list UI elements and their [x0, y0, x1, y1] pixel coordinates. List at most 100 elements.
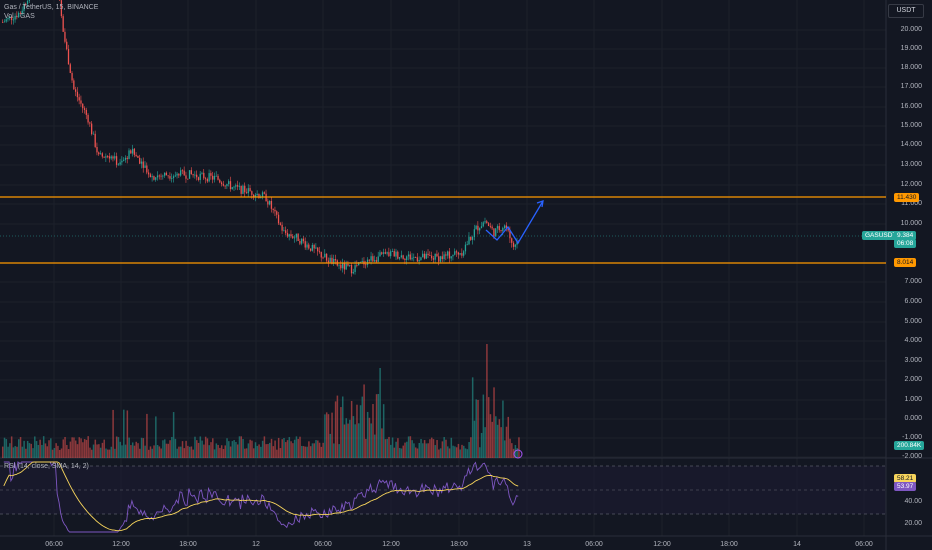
- candle-body: [107, 156, 109, 158]
- volume-bar: [229, 446, 232, 458]
- candle-body: [391, 251, 394, 252]
- volume-bar: [292, 443, 294, 458]
- candle-body: [297, 233, 299, 241]
- candle-body: [468, 236, 470, 245]
- volume-bar: [94, 439, 97, 458]
- volume-bar: [233, 440, 235, 458]
- candle-body: [404, 258, 406, 261]
- candle-body: [12, 19, 14, 21]
- price-axis-label: 4.000: [904, 337, 922, 344]
- time-axis-label: 18:00: [720, 541, 738, 548]
- support-price-tag: 8.014: [894, 258, 917, 267]
- price-axis-label: 6.000: [904, 298, 922, 305]
- volume-bar: [247, 443, 250, 458]
- volume-bar: [83, 439, 86, 458]
- candle-body: [96, 146, 98, 153]
- candle-body: [500, 230, 502, 232]
- volume-bar: [192, 449, 194, 458]
- volume-bar: [354, 424, 356, 458]
- candle-body: [183, 170, 185, 176]
- volume-bar: [350, 400, 353, 458]
- price-axis-label: 14.000: [900, 141, 922, 148]
- candle-body: [163, 172, 166, 176]
- candle-body: [256, 193, 258, 195]
- volume-bar: [240, 436, 243, 458]
- volume-bar: [10, 436, 13, 458]
- candle-body: [260, 197, 262, 199]
- candle-body: [142, 161, 144, 168]
- candle-body: [62, 16, 64, 32]
- candle-body: [450, 256, 452, 259]
- candle-body: [345, 263, 347, 270]
- volume-bar: [281, 439, 283, 458]
- volume-bar: [226, 438, 228, 458]
- volume-bar: [466, 449, 469, 458]
- volume-bar: [131, 442, 134, 458]
- volume-bar: [23, 440, 25, 458]
- candle-body: [240, 185, 242, 194]
- symbol-title[interactable]: Gas / TetherUS, 15, BINANCE: [4, 4, 99, 11]
- volume-bar: [137, 443, 139, 458]
- candle-body: [447, 251, 449, 256]
- candle-body: [295, 233, 297, 238]
- price-axis-label: 19.000: [900, 45, 922, 52]
- volume-bar: [438, 449, 440, 458]
- candle-body: [477, 225, 479, 231]
- candle-body: [153, 176, 155, 180]
- volume-bar: [308, 441, 310, 458]
- candle-body: [252, 194, 255, 197]
- volume-bar: [156, 444, 159, 458]
- volume-legend[interactable]: Vol · GAS: [4, 13, 35, 20]
- candle-body: [10, 16, 13, 21]
- volume-bar: [276, 449, 278, 458]
- volume-bar: [341, 396, 344, 458]
- volume-bar: [185, 440, 187, 458]
- volume-bar: [315, 440, 317, 458]
- time-axis-label: 13: [523, 541, 531, 548]
- volume-bar: [28, 443, 31, 458]
- candle-body: [190, 170, 192, 175]
- candle-body: [146, 165, 148, 173]
- candle-body: [347, 263, 349, 266]
- time-axis-label: 06:00: [314, 541, 332, 548]
- candle-body: [375, 260, 378, 262]
- replay-icon[interactable]: [513, 449, 523, 459]
- candle-body: [511, 238, 513, 243]
- candle-body: [228, 181, 230, 185]
- candle-body: [293, 237, 296, 239]
- volume-bar: [484, 427, 486, 458]
- rsi-legend[interactable]: RSI (14, close, SMA, 14, 2): [4, 463, 89, 470]
- volume-bar: [60, 448, 63, 458]
- volume-bar: [260, 446, 262, 458]
- volume-bar: [468, 442, 470, 458]
- projection-arrow[interactable]: [485, 200, 544, 245]
- candle-body: [400, 255, 403, 258]
- volume-bar: [507, 416, 510, 458]
- candle-body: [358, 262, 360, 266]
- candle-body: [19, 12, 22, 14]
- candle-body: [269, 200, 271, 205]
- volume-bar: [249, 439, 251, 458]
- candle-body: [231, 187, 233, 190]
- volume-bar: [238, 436, 241, 458]
- currency-button[interactable]: USDT: [888, 4, 924, 18]
- candle-body: [137, 155, 139, 158]
- volume-bar: [44, 443, 47, 458]
- candle-body: [386, 252, 388, 254]
- last-price-tag: 9.384: [894, 231, 917, 240]
- candle-body: [388, 252, 390, 257]
- time-axis-label: 14: [793, 541, 801, 548]
- volume-bar: [345, 418, 348, 458]
- candle-body: [188, 170, 191, 179]
- volume-bar: [256, 445, 259, 458]
- candle-body: [311, 244, 314, 251]
- candle-body: [23, 3, 25, 11]
- candle-body: [114, 156, 116, 159]
- candle-body: [496, 226, 499, 229]
- volume-bar: [82, 442, 84, 458]
- candle-body: [377, 256, 379, 262]
- volume-bar: [304, 446, 307, 458]
- volume-bar: [188, 446, 191, 458]
- volume-bar: [89, 447, 91, 458]
